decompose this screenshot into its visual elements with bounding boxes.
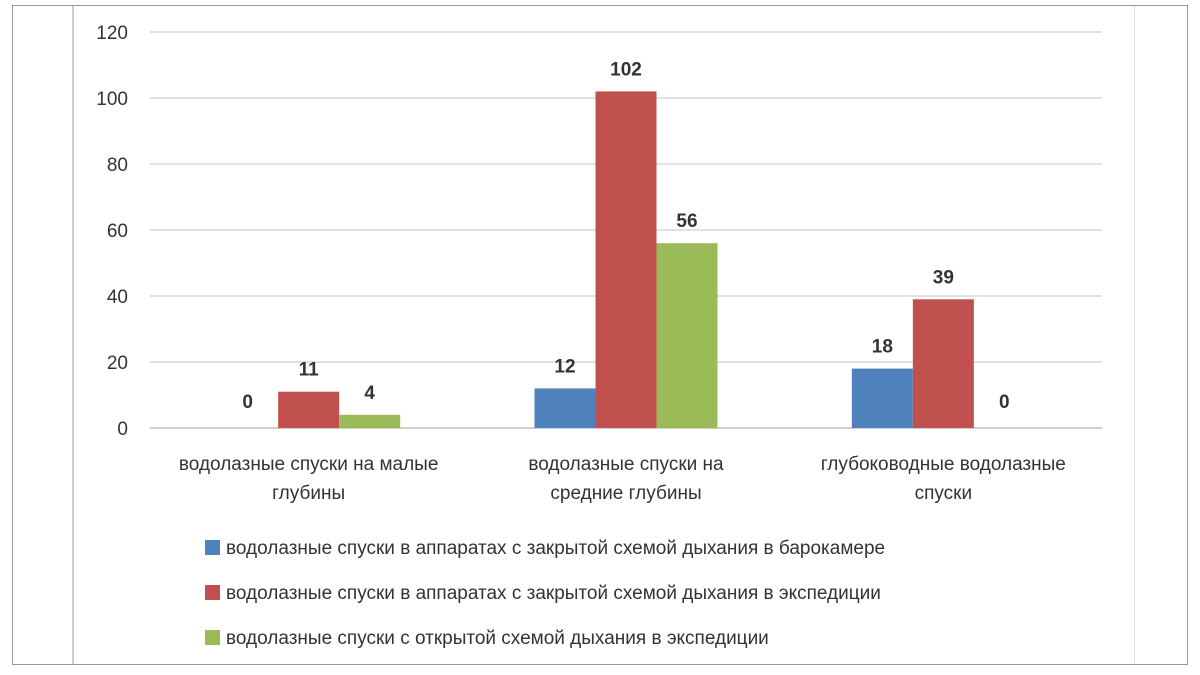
y-axis-ticks: 0 20 40 60 80 100 120 [96,23,128,440]
bar [595,91,657,429]
data-label: 0 [999,392,1010,413]
bar [851,368,913,428]
legend-label: водолазные спуски в аппаратах с закрытой… [226,583,881,604]
bar [278,391,340,428]
y-tick-label: 40 [107,287,128,308]
data-label: 11 [299,360,320,381]
legend-swatch [205,585,220,600]
data-label: 12 [554,356,575,377]
data-label: 0 [242,392,253,413]
category-label: глубины [272,483,345,504]
data-label: 56 [676,211,697,232]
y-tick-label: 20 [107,353,128,374]
data-label: 39 [933,267,954,288]
legend-swatch [205,540,220,555]
category-labels: водолазные спуски на малые глубины водолаз… [179,454,1066,504]
data-label: 18 [872,337,893,358]
category-label: глубоководные водолазные [821,454,1066,475]
y-tick-label: 120 [96,23,128,44]
legend-label: водолазные спуски с открытой схемой дыха… [226,628,769,649]
data-labels: 0 11 4 12 102 56 18 39 0 [242,59,1009,413]
y-tick-label: 60 [107,221,128,242]
frame-right-edge [1134,6,1135,664]
legend-label: водолазные спуски в аппаратах с закрытой… [226,538,885,559]
legend-swatch [205,630,220,645]
category-label: спуски [915,483,973,504]
category-label: водолазные спуски на [528,454,724,475]
data-label: 102 [610,59,642,80]
category-label: водолазные спуски на малые [179,454,438,475]
bars [278,91,974,429]
legend: водолазные спуски в аппаратах с закрытой… [205,538,885,649]
bar [656,243,718,428]
y-tick-label: 80 [107,155,128,176]
bar [534,388,596,428]
data-label: 4 [364,383,375,404]
bar [912,299,974,428]
bar [339,414,401,428]
frame-left-edge [72,6,74,664]
y-tick-label: 100 [96,89,128,110]
y-tick-label: 0 [117,419,128,440]
category-label: средние глубины [550,483,701,504]
